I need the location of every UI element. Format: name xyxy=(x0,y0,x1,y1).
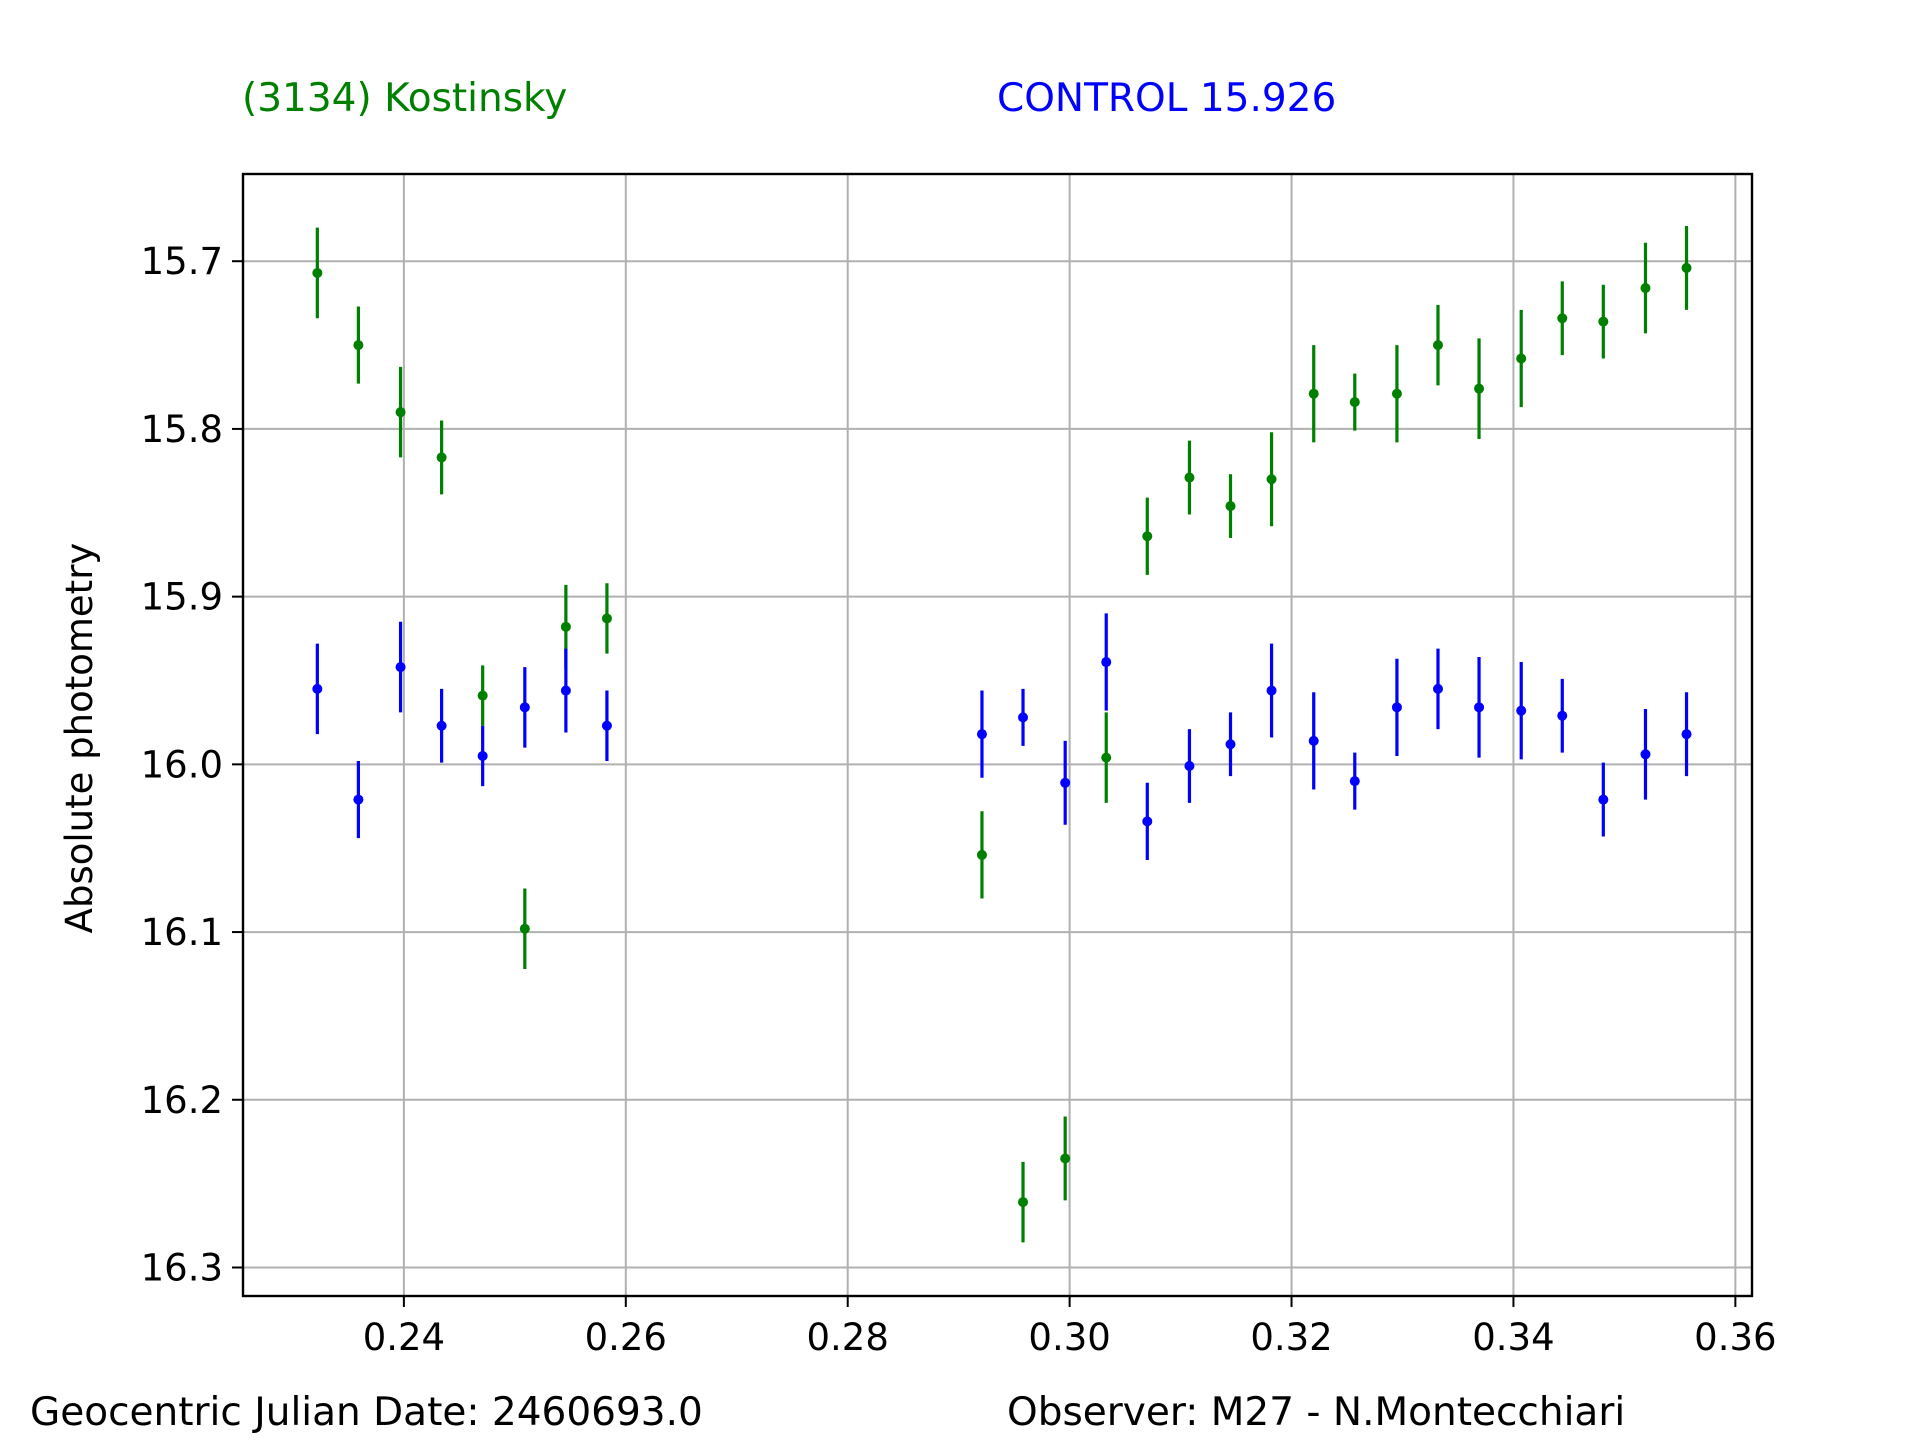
control-title: CONTROL 15.926 xyxy=(997,76,1337,121)
control-data-point xyxy=(1225,739,1236,750)
control-data-point xyxy=(1060,777,1071,788)
target-data-point xyxy=(1266,474,1277,485)
target-data-point xyxy=(1225,501,1236,512)
control-data-point xyxy=(1557,710,1568,721)
x-tick-label: 0.28 xyxy=(807,1316,889,1359)
control-data-point xyxy=(976,729,987,740)
data-points xyxy=(312,262,1692,1208)
x-tick-label: 0.26 xyxy=(585,1316,667,1359)
target-data-point xyxy=(601,613,612,624)
control-data-point xyxy=(1266,685,1277,696)
y-tick-label: 16.3 xyxy=(141,1246,223,1289)
target-data-point xyxy=(1018,1197,1029,1208)
control-data-point xyxy=(1349,776,1360,787)
target-data-point xyxy=(436,452,447,463)
x-tick-label: 0.24 xyxy=(363,1316,445,1359)
target-data-point xyxy=(1640,283,1651,294)
control-data-point xyxy=(601,720,612,731)
target-data-point xyxy=(976,849,987,860)
y-tick-label: 16.0 xyxy=(141,743,223,786)
control-data-point xyxy=(1391,702,1402,713)
control-data-point xyxy=(395,662,406,673)
x-tick-label: 0.30 xyxy=(1028,1316,1110,1359)
control-data-point xyxy=(519,702,530,713)
control-data-point xyxy=(1474,702,1485,713)
target-data-point xyxy=(477,690,488,701)
x-tick-label: 0.36 xyxy=(1694,1316,1776,1359)
control-data-point xyxy=(312,683,323,694)
target-data-point xyxy=(312,267,323,278)
target-title: (3134) Kostinsky xyxy=(242,76,568,121)
y-tick-label: 15.7 xyxy=(141,240,223,283)
y-axis-label: Absolute photometry xyxy=(58,543,101,934)
target-data-point xyxy=(1391,388,1402,399)
control-data-point xyxy=(1101,657,1112,668)
control-data-point xyxy=(1018,712,1029,723)
control-data-point xyxy=(1184,761,1195,772)
target-data-point xyxy=(1142,531,1153,542)
control-data-point xyxy=(1308,735,1319,746)
target-data-point xyxy=(1474,383,1485,394)
error-bars xyxy=(315,225,1689,1243)
y-tick-label: 16.2 xyxy=(141,1079,223,1122)
control-data-point xyxy=(560,685,571,696)
y-tick-label: 15.9 xyxy=(141,576,223,619)
target-data-point xyxy=(1516,353,1527,364)
grid xyxy=(243,174,1752,1296)
target-data-point xyxy=(353,340,364,351)
target-data-point xyxy=(1681,262,1692,273)
y-tick-label: 16.1 xyxy=(141,911,223,954)
target-data-point xyxy=(1184,472,1195,483)
target-data-point xyxy=(1308,388,1319,399)
target-data-point xyxy=(1432,340,1443,351)
control-data-point xyxy=(1640,749,1651,760)
control-data-point xyxy=(1681,729,1692,740)
x-tick-label: 0.32 xyxy=(1250,1316,1332,1359)
julian-date-label: Geocentric Julian Date: 2460693.0 xyxy=(30,1390,703,1435)
control-data-point xyxy=(353,794,364,805)
target-data-point xyxy=(395,407,406,418)
target-data-point xyxy=(1060,1153,1071,1164)
target-data-point xyxy=(1557,313,1568,324)
control-data-point xyxy=(1142,816,1153,827)
control-data-point xyxy=(1598,794,1609,805)
y-tick-label: 15.8 xyxy=(141,408,223,451)
x-tick-label: 0.34 xyxy=(1472,1316,1554,1359)
axis-ticks: 0.24 0.26 0.28 0.30 0.32 0.34 0.36 15.7 15.8 15.9… xyxy=(141,240,1777,1359)
control-data-point xyxy=(436,720,447,731)
target-data-point xyxy=(560,621,571,632)
target-data-point xyxy=(1598,316,1609,327)
control-data-point xyxy=(1516,705,1527,716)
plot-frame xyxy=(241,172,1754,1298)
control-data-point xyxy=(1432,683,1443,694)
observer-label: Observer: M27 - N.Montecchiari xyxy=(1007,1390,1626,1435)
target-data-point xyxy=(1349,397,1360,408)
target-data-point xyxy=(519,923,530,934)
control-data-point xyxy=(477,750,488,761)
target-data-point xyxy=(1101,752,1112,763)
